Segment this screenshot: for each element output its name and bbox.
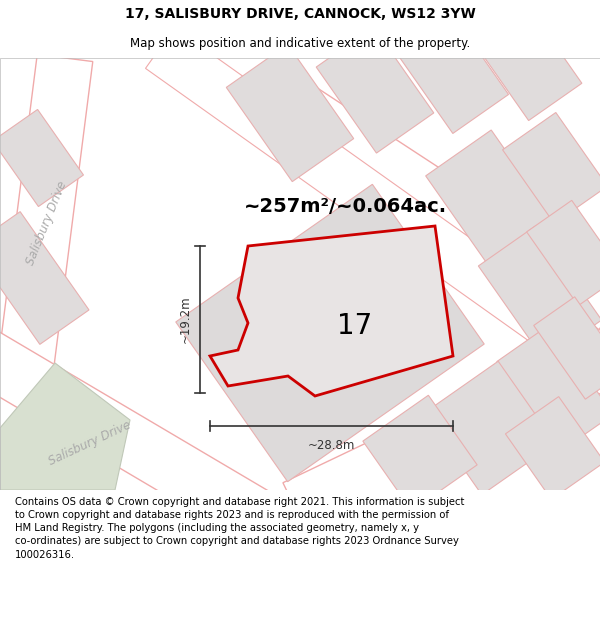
Polygon shape <box>363 395 477 511</box>
Polygon shape <box>497 324 600 452</box>
Polygon shape <box>176 184 484 482</box>
Polygon shape <box>474 6 582 121</box>
Text: Salisbury Drive: Salisbury Drive <box>24 179 70 267</box>
Polygon shape <box>534 297 600 399</box>
Polygon shape <box>226 44 353 182</box>
Polygon shape <box>146 28 600 388</box>
Polygon shape <box>190 24 600 336</box>
Polygon shape <box>478 226 600 360</box>
Text: Contains OS data © Crown copyright and database right 2021. This information is : Contains OS data © Crown copyright and d… <box>15 497 464 559</box>
Polygon shape <box>316 27 434 153</box>
Polygon shape <box>0 54 93 494</box>
Text: Salisbury Drive: Salisbury Drive <box>47 418 133 468</box>
Polygon shape <box>0 109 83 206</box>
Text: ~28.8m: ~28.8m <box>308 439 355 452</box>
Polygon shape <box>0 363 130 490</box>
Polygon shape <box>0 329 324 572</box>
Text: 17, SALISBURY DRIVE, CANNOCK, WS12 3YW: 17, SALISBURY DRIVE, CANNOCK, WS12 3YW <box>125 8 475 21</box>
Polygon shape <box>503 112 600 224</box>
Text: Map shows position and indicative extent of the property.: Map shows position and indicative extent… <box>130 37 470 50</box>
Polygon shape <box>210 226 453 396</box>
Polygon shape <box>527 201 600 306</box>
Polygon shape <box>505 397 600 499</box>
Polygon shape <box>425 130 554 266</box>
Polygon shape <box>0 212 89 344</box>
Text: 17: 17 <box>337 312 373 340</box>
Polygon shape <box>395 12 509 134</box>
Text: ~19.2m: ~19.2m <box>179 296 192 343</box>
Polygon shape <box>424 361 556 495</box>
Text: ~257m²/~0.064ac.: ~257m²/~0.064ac. <box>244 196 446 216</box>
Polygon shape <box>283 328 600 533</box>
